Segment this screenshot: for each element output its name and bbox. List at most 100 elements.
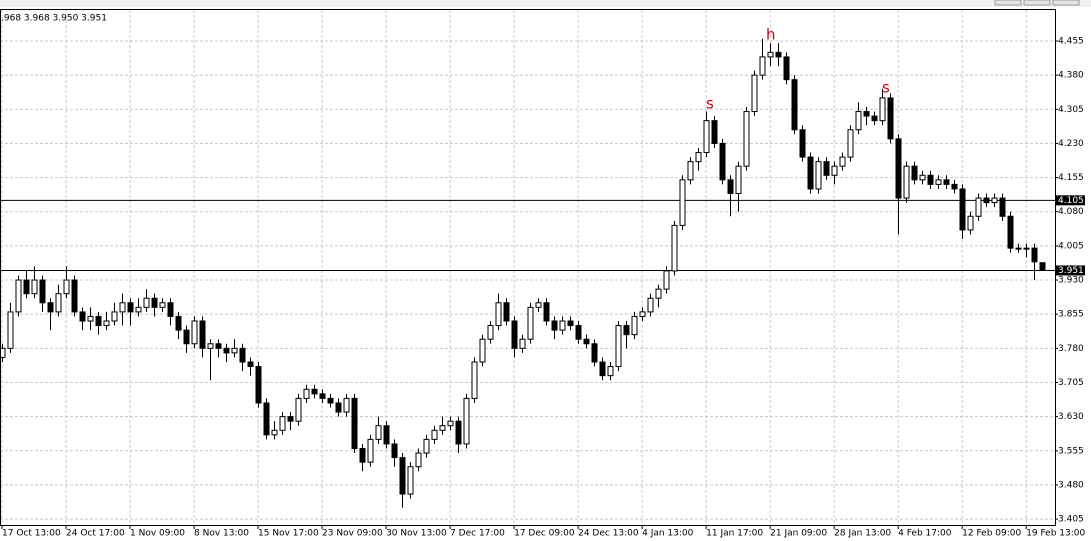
candle-body (1015, 247, 1022, 250)
candle-body (287, 416, 294, 422)
y-tick-label: 3.405 (1058, 515, 1084, 525)
candle-body (423, 438, 430, 454)
candle-body (903, 165, 910, 199)
window-button[interactable] (1052, 0, 1080, 6)
y-tick-label: 3.930 (1058, 276, 1084, 286)
candle-body (351, 397, 358, 450)
candle-body (439, 425, 446, 431)
x-tick-label: 30 Nov 13:00 (386, 529, 447, 539)
candle-body (127, 302, 134, 313)
candle-body (223, 347, 230, 354)
candle-body (319, 393, 326, 399)
candle-body (599, 361, 606, 377)
candle-body (831, 165, 838, 176)
candle-body (391, 443, 398, 459)
candle-body (847, 129, 854, 158)
candle-body (1031, 247, 1038, 263)
candle-body (383, 425, 390, 445)
candle-body (247, 361, 254, 368)
candle-body (767, 51, 774, 58)
candle-body (295, 397, 302, 422)
y-tick-label: 4.230 (1058, 139, 1084, 149)
candle-body (983, 197, 990, 204)
candle-body (783, 56, 790, 81)
candle-body (519, 338, 526, 349)
window-button[interactable] (994, 0, 1022, 6)
candle-body (703, 120, 710, 154)
candle-body (79, 311, 86, 322)
candle-body (0, 347, 6, 358)
candle-body (95, 315, 102, 327)
candle-body (407, 466, 414, 495)
candle-body (927, 174, 934, 185)
candle-body (39, 279, 46, 304)
candle-body (111, 311, 118, 322)
y-tick-label: 3.780 (1058, 344, 1084, 354)
candle-body (119, 302, 126, 313)
candle-body (919, 174, 926, 181)
x-tick-label: 11 Jan 17:00 (706, 529, 763, 539)
candle-body (191, 320, 198, 345)
candle-body (31, 279, 38, 295)
candle-body (815, 161, 822, 190)
candle-body (167, 302, 174, 317)
candle-body (583, 338, 590, 345)
candle-body (695, 152, 702, 163)
x-tick-label: 8 Nov 13:00 (194, 529, 249, 539)
candle-body (431, 429, 438, 440)
y-tick-label: 3.555 (1058, 446, 1084, 456)
candle-body (455, 420, 462, 445)
candle-body (967, 215, 974, 231)
candle-body (631, 315, 638, 336)
x-tick-label: 4 Jan 13:00 (642, 529, 694, 539)
candle-body (255, 366, 262, 404)
candle-body (159, 302, 166, 308)
candle-body (911, 165, 918, 181)
candle-body (135, 306, 142, 313)
candle-body (655, 288, 662, 299)
x-tick-label: 15 Nov 17:00 (258, 529, 319, 539)
candle-body (47, 302, 54, 313)
y-tick-label: 4.005 (1058, 241, 1084, 251)
candle-body (823, 161, 830, 176)
candle-body (503, 302, 510, 322)
x-tick-label: 21 Jan 09:00 (770, 529, 827, 539)
candle-body (143, 297, 150, 308)
window-button[interactable] (1023, 0, 1051, 6)
candle-body (327, 397, 334, 404)
candle-body (751, 74, 758, 113)
candle-body (231, 347, 238, 354)
candle-body (879, 97, 886, 122)
candle-body (527, 306, 534, 340)
annotation: s (882, 79, 890, 97)
candle-body (311, 388, 318, 395)
candle-body (23, 279, 30, 295)
candle-body (1039, 262, 1046, 271)
annotation: h (766, 26, 776, 44)
candle-body (279, 416, 286, 431)
candle-body (375, 425, 382, 440)
y-tick-label: 3.630 (1058, 412, 1084, 422)
candle-body (151, 297, 158, 308)
candle-body (495, 302, 502, 327)
x-tick-label: 23 Nov 09:00 (322, 529, 383, 539)
candle-body (399, 457, 406, 495)
candle-body (839, 156, 846, 167)
candle-body (727, 179, 734, 195)
candle-body (511, 320, 518, 349)
candle-body (263, 402, 270, 436)
x-tick-label: 12 Feb 09:00 (962, 529, 1021, 539)
candle-body (471, 361, 478, 399)
candle-body (175, 315, 182, 331)
candle-body (895, 138, 902, 199)
candle-body (999, 197, 1006, 217)
price-label: 3.951 (1058, 266, 1084, 276)
candle-body (343, 397, 350, 413)
candle-body (215, 343, 222, 349)
y-tick-label: 4.380 (1058, 71, 1084, 81)
candle-body (791, 79, 798, 131)
candle-body (943, 179, 950, 185)
candle-body (535, 302, 542, 308)
candle-body (591, 343, 598, 363)
